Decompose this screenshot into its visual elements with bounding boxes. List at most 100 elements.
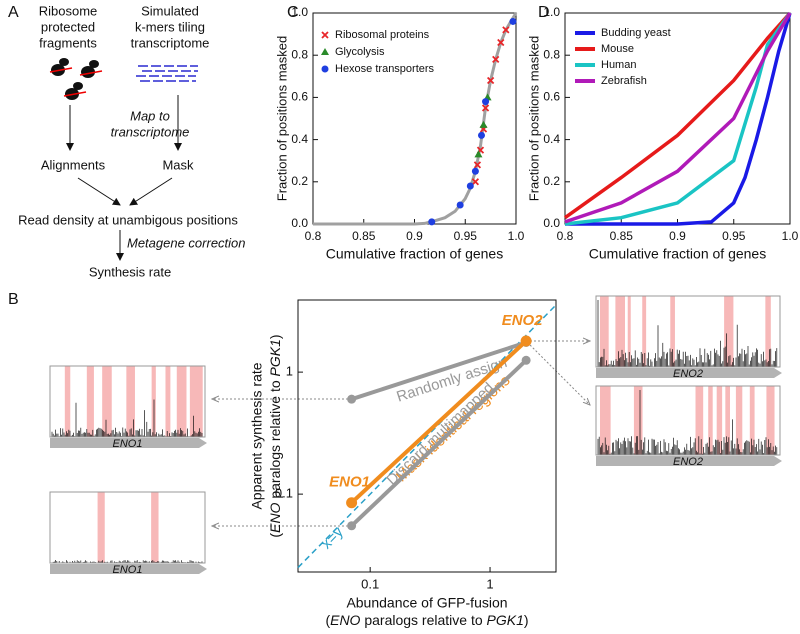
masked-region xyxy=(765,296,771,367)
y-tick-label: 0.8 xyxy=(543,47,560,61)
point xyxy=(477,131,485,139)
label-part: ENO xyxy=(267,502,283,532)
masked-region xyxy=(725,386,730,455)
point xyxy=(509,17,517,25)
plot-frame xyxy=(297,299,557,573)
connectors xyxy=(212,341,590,526)
label: Synthesis rate xyxy=(89,264,171,279)
series-line xyxy=(564,12,792,224)
masked-region xyxy=(102,366,112,437)
gene-arrow xyxy=(50,438,207,448)
x-tick-label: 0.9 xyxy=(669,229,686,243)
ribosome-icons xyxy=(49,58,103,100)
track-frame xyxy=(595,385,781,456)
label-part: PGK1 xyxy=(487,612,524,628)
legend-label: Glycolysis xyxy=(335,46,385,58)
masked-region xyxy=(615,296,625,367)
label-part: ENO xyxy=(330,612,360,628)
point xyxy=(456,201,464,209)
masked-region xyxy=(126,366,135,437)
y-tick-label: 0.1 xyxy=(275,486,293,501)
y-tick-label: 0.4 xyxy=(291,132,308,146)
point xyxy=(486,76,495,85)
point xyxy=(466,182,474,190)
masked-region xyxy=(708,386,713,455)
y-tick-label: 0.6 xyxy=(291,90,308,104)
label-part: ) xyxy=(524,612,529,628)
coverage xyxy=(597,300,778,367)
panel-label: A xyxy=(8,4,19,21)
reference-label: x=y xyxy=(318,523,347,552)
x-tick-label: 0.9 xyxy=(406,229,423,243)
point xyxy=(481,104,490,112)
x-tick-label: 0.8 xyxy=(305,229,322,243)
gene-arrow xyxy=(596,456,782,466)
x-tick-label: 0.8 xyxy=(557,229,574,243)
label: k-mers tiling xyxy=(135,19,205,34)
masked-region xyxy=(97,492,105,563)
masked-region xyxy=(633,386,643,455)
point xyxy=(521,355,531,365)
x-tick-label: 1.0 xyxy=(508,229,525,243)
point xyxy=(474,150,483,158)
gene-label: ENO1 xyxy=(113,438,143,450)
axis-label: (ENO paralogs relative to PGK1) xyxy=(267,334,283,537)
masked-region xyxy=(86,366,94,437)
label: Simulated xyxy=(141,3,199,18)
masked-region xyxy=(189,366,203,437)
series-line xyxy=(350,339,528,505)
x-tick-label: 0.95 xyxy=(454,229,478,243)
legend-label: Budding yeast xyxy=(601,27,671,39)
legend-marker xyxy=(321,48,329,55)
track-thumbnail: ENO1 xyxy=(49,365,207,450)
point xyxy=(482,98,490,106)
point xyxy=(473,161,482,169)
label: transcriptome xyxy=(131,35,210,50)
arrow xyxy=(129,177,173,206)
masked-region xyxy=(642,296,647,367)
legend-label: Human xyxy=(601,59,636,71)
label: transcriptome xyxy=(111,124,190,139)
x-tick-label: 0.95 xyxy=(722,229,746,243)
label-part: PGK1 xyxy=(267,339,283,376)
point xyxy=(520,335,532,347)
x-tick-label: 1 xyxy=(486,576,493,591)
panel-label: C xyxy=(287,4,299,21)
y-tick-label: 0.2 xyxy=(291,174,308,188)
masked-region xyxy=(627,296,631,367)
legend-marker xyxy=(321,65,329,73)
y-tick-label: 1.0 xyxy=(543,5,560,19)
panel-label: D xyxy=(538,4,550,21)
x-tick-label: 1.0 xyxy=(782,229,799,243)
masked-region xyxy=(165,366,171,437)
label-part: paralogs relative to xyxy=(360,612,486,628)
legend-label: Hexose transporters xyxy=(335,63,435,75)
gene-arrow xyxy=(596,368,782,378)
label: Metagene correction xyxy=(127,235,246,250)
masked-region xyxy=(64,366,71,437)
x-tick-label: 0.1 xyxy=(361,576,379,591)
label: Map to xyxy=(130,108,170,123)
point xyxy=(471,167,479,175)
axis-label: Apparent synthesis rate xyxy=(249,362,265,509)
arrow xyxy=(77,177,121,206)
series-line xyxy=(563,11,792,220)
y-tick-label: 0.2 xyxy=(543,174,560,188)
axis-label: (ENO paralogs relative to PGK1) xyxy=(325,612,528,628)
gene-label: ENO2 xyxy=(673,456,703,468)
masked-region xyxy=(724,296,734,367)
y-tick-label: 1.0 xyxy=(291,5,308,19)
label: protected xyxy=(41,19,95,34)
gene-label: ENO1 xyxy=(113,564,143,576)
gene-label: ENO2 xyxy=(673,368,703,380)
x-axis-label: Cumulative fraction of genes xyxy=(589,246,766,262)
track-frame xyxy=(595,295,781,368)
track-thumbnail: ENO1 xyxy=(49,491,207,576)
point xyxy=(346,497,358,509)
label-part: paralogs relative to xyxy=(267,376,283,502)
track-frame xyxy=(49,491,206,564)
label: fragments xyxy=(39,35,97,50)
y-tick-label: 0.6 xyxy=(543,90,560,104)
label: Ribosome xyxy=(39,3,98,18)
y-tick-label: 0.0 xyxy=(291,216,308,230)
